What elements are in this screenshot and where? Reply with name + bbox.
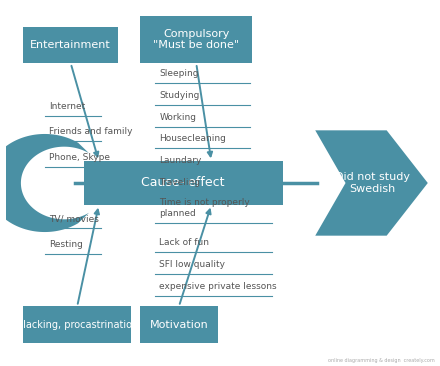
Text: Resting: Resting	[49, 240, 83, 249]
Text: Compulsory
"Must be done": Compulsory "Must be done"	[153, 29, 239, 51]
Text: Working: Working	[159, 113, 196, 122]
Text: Phone, Skype: Phone, Skype	[49, 153, 110, 161]
FancyBboxPatch shape	[140, 16, 253, 63]
Polygon shape	[315, 130, 428, 236]
Polygon shape	[0, 134, 89, 232]
FancyBboxPatch shape	[84, 161, 283, 205]
Text: Cause- effect: Cause- effect	[142, 176, 225, 190]
Text: Lack of fun: Lack of fun	[159, 238, 209, 247]
Text: Traveling: Traveling	[159, 178, 200, 187]
Text: SFI low quality: SFI low quality	[159, 260, 225, 269]
Text: online diagramming & design  creately.com: online diagramming & design creately.com	[327, 358, 434, 363]
Text: Sleeping: Sleeping	[159, 69, 199, 78]
Text: TV/ movies: TV/ movies	[49, 214, 99, 223]
Text: Slacking, procastrination: Slacking, procastrination	[17, 320, 138, 330]
Text: expensive private lessons: expensive private lessons	[159, 281, 277, 291]
Text: Did not study
Swedish: Did not study Swedish	[335, 172, 411, 194]
Text: Entertainment: Entertainment	[30, 40, 111, 50]
Text: Friends and family: Friends and family	[49, 127, 132, 136]
Text: Studying: Studying	[159, 91, 200, 100]
FancyBboxPatch shape	[23, 306, 131, 343]
FancyBboxPatch shape	[140, 306, 218, 343]
Text: Motivation: Motivation	[150, 320, 208, 330]
Text: Internet: Internet	[49, 102, 85, 111]
FancyBboxPatch shape	[23, 27, 118, 63]
Text: Laundary: Laundary	[159, 156, 202, 165]
Text: Housecleaning: Housecleaning	[159, 134, 226, 143]
Text: Time is not properly
planned: Time is not properly planned	[159, 198, 250, 218]
